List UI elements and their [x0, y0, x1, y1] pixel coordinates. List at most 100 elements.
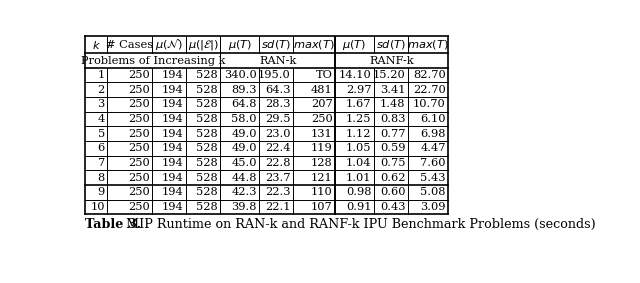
Text: TO: TO	[316, 70, 333, 80]
Text: 64.8: 64.8	[231, 99, 257, 110]
Text: 4.47: 4.47	[420, 143, 446, 153]
Text: 1.05: 1.05	[346, 143, 371, 153]
Text: 2.97: 2.97	[346, 85, 371, 95]
Text: 194: 194	[162, 202, 184, 212]
Text: 0.83: 0.83	[380, 114, 406, 124]
Text: 119: 119	[311, 143, 333, 153]
Text: 250: 250	[128, 143, 150, 153]
Text: 39.8: 39.8	[231, 202, 257, 212]
Text: 44.8: 44.8	[231, 173, 257, 183]
Text: 0.43: 0.43	[380, 202, 406, 212]
Text: 9: 9	[97, 187, 105, 197]
Text: 194: 194	[162, 187, 184, 197]
Text: 194: 194	[162, 85, 184, 95]
Text: 481: 481	[311, 85, 333, 95]
Text: 250: 250	[128, 114, 150, 124]
Text: RANF-k: RANF-k	[369, 55, 414, 66]
Text: 58.0: 58.0	[231, 114, 257, 124]
Text: 22.1: 22.1	[266, 202, 291, 212]
Text: MIP Runtime on RAN-k and RANF-k IPU Benchmark Problems (seconds): MIP Runtime on RAN-k and RANF-k IPU Benc…	[122, 218, 596, 231]
Text: 1.25: 1.25	[346, 114, 371, 124]
Text: 195.0: 195.0	[258, 70, 291, 80]
Text: 3.41: 3.41	[380, 85, 406, 95]
Text: 0.75: 0.75	[380, 158, 406, 168]
Text: 121: 121	[311, 173, 333, 183]
Text: 528: 528	[196, 70, 218, 80]
Text: 528: 528	[196, 202, 218, 212]
Text: 22.4: 22.4	[266, 143, 291, 153]
Text: 0.98: 0.98	[346, 187, 371, 197]
Text: 89.3: 89.3	[231, 85, 257, 95]
Text: 23.7: 23.7	[266, 173, 291, 183]
Text: 250: 250	[128, 187, 150, 197]
Text: 2: 2	[97, 85, 105, 95]
Text: 42.3: 42.3	[231, 187, 257, 197]
Text: 49.0: 49.0	[231, 129, 257, 139]
Text: RAN-k: RAN-k	[259, 55, 296, 66]
Text: # Cases: # Cases	[106, 40, 153, 50]
Text: $\mu(|\mathcal{E}|)$: $\mu(|\mathcal{E}|)$	[188, 38, 219, 52]
Text: 0.60: 0.60	[380, 187, 406, 197]
Text: 1.48: 1.48	[380, 99, 406, 110]
Text: 194: 194	[162, 99, 184, 110]
Text: 10: 10	[90, 202, 105, 212]
Text: 5.43: 5.43	[420, 173, 446, 183]
Text: 8: 8	[97, 173, 105, 183]
Text: 22.70: 22.70	[413, 85, 446, 95]
Text: 5.08: 5.08	[420, 187, 446, 197]
Text: 194: 194	[162, 158, 184, 168]
Text: 1: 1	[97, 70, 105, 80]
Text: 1.12: 1.12	[346, 129, 371, 139]
Text: 194: 194	[162, 143, 184, 153]
Text: 1.67: 1.67	[346, 99, 371, 110]
Text: 250: 250	[128, 129, 150, 139]
Text: 64.3: 64.3	[266, 85, 291, 95]
Text: 23.0: 23.0	[266, 129, 291, 139]
Text: 250: 250	[128, 202, 150, 212]
Text: $\mu(T)$: $\mu(T)$	[228, 38, 252, 52]
Text: 7: 7	[97, 158, 105, 168]
Text: 1.01: 1.01	[346, 173, 371, 183]
Text: 250: 250	[128, 173, 150, 183]
Text: Table 3.: Table 3.	[85, 218, 141, 231]
Text: $k$: $k$	[92, 39, 100, 51]
Text: 250: 250	[128, 158, 150, 168]
Text: 131: 131	[311, 129, 333, 139]
Text: 6.98: 6.98	[420, 129, 446, 139]
Text: 3.09: 3.09	[420, 202, 446, 212]
Text: $max(T)$: $max(T)$	[407, 38, 449, 51]
Text: $\mu(T)$: $\mu(T)$	[342, 38, 367, 52]
Text: 250: 250	[311, 114, 333, 124]
Text: 0.77: 0.77	[380, 129, 406, 139]
Text: Problems of Increasing k: Problems of Increasing k	[81, 55, 225, 66]
Text: 14.10: 14.10	[339, 70, 371, 80]
Text: 250: 250	[128, 70, 150, 80]
Text: 528: 528	[196, 173, 218, 183]
Text: 528: 528	[196, 158, 218, 168]
Text: 250: 250	[128, 85, 150, 95]
Text: 29.5: 29.5	[266, 114, 291, 124]
Text: 22.3: 22.3	[266, 187, 291, 197]
Text: 0.59: 0.59	[380, 143, 406, 153]
Text: $sd(T)$: $sd(T)$	[376, 38, 406, 51]
Text: $\mu(\mathcal{N})$: $\mu(\mathcal{N})$	[155, 37, 183, 52]
Text: 3: 3	[97, 99, 105, 110]
Text: 250: 250	[128, 99, 150, 110]
Text: 7.60: 7.60	[420, 158, 446, 168]
Text: 528: 528	[196, 143, 218, 153]
Text: 340.0: 340.0	[224, 70, 257, 80]
Text: 528: 528	[196, 114, 218, 124]
Text: 107: 107	[311, 202, 333, 212]
Text: 128: 128	[311, 158, 333, 168]
Text: 28.3: 28.3	[266, 99, 291, 110]
Text: $max(T)$: $max(T)$	[293, 38, 335, 51]
Text: 6.10: 6.10	[420, 114, 446, 124]
Text: 528: 528	[196, 187, 218, 197]
Text: 528: 528	[196, 99, 218, 110]
Text: $sd(T)$: $sd(T)$	[261, 38, 291, 51]
Text: 15.20: 15.20	[372, 70, 406, 80]
Text: 82.70: 82.70	[413, 70, 446, 80]
Text: 110: 110	[311, 187, 333, 197]
Text: 528: 528	[196, 129, 218, 139]
Text: 10.70: 10.70	[413, 99, 446, 110]
